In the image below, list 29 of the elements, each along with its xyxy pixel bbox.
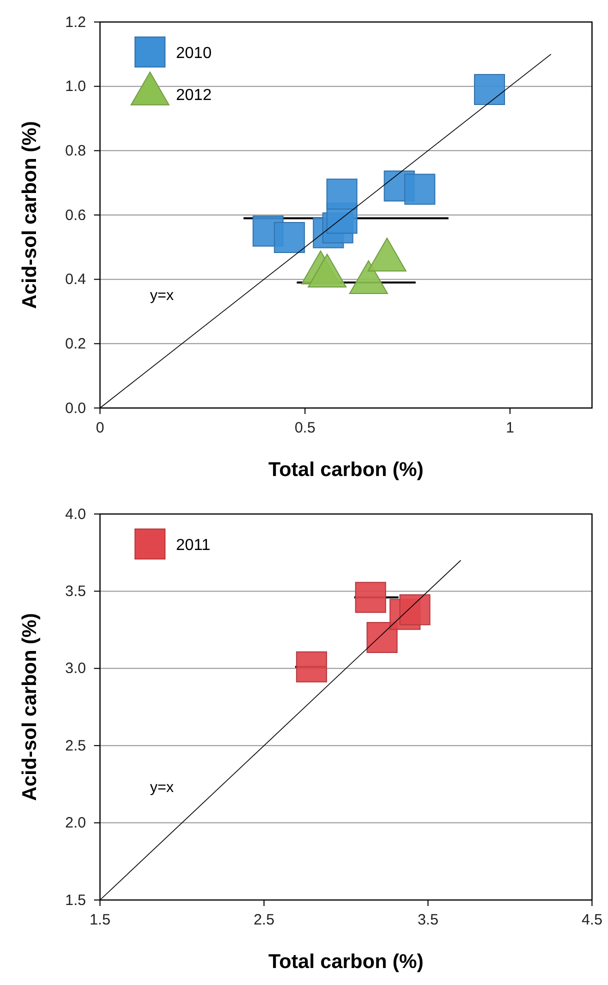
x-tick-label: 2.5 <box>254 912 274 929</box>
annotation: y=x <box>150 286 174 304</box>
y-axis-title: Acid-sol carbon (%) <box>19 613 41 801</box>
y-tick-label: 2.0 <box>65 814 86 832</box>
annotation: y=x <box>150 778 174 796</box>
y-axis-title: Acid-sol carbon (%) <box>19 121 41 309</box>
y-tick-label: 1.5 <box>65 892 86 909</box>
legend-label: 2010 <box>176 45 212 62</box>
y-tick-label: 0.2 <box>65 335 86 352</box>
y-tick-label: 2.5 <box>65 737 86 754</box>
y-tick-label: 3.0 <box>65 660 86 678</box>
legend-label: 2011 <box>176 537 211 554</box>
y-tick-label: 0.8 <box>65 142 86 160</box>
x-axis-title: Total carbon (%) <box>268 951 424 973</box>
x-tick-label: 3.5 <box>418 912 438 929</box>
x-tick-label: 0 <box>96 420 104 437</box>
y-tick-label: 0.4 <box>65 271 86 288</box>
y-tick-label: 3.5 <box>65 583 86 600</box>
legend-label: 2012 <box>176 87 212 104</box>
y-tick-label: 0.0 <box>65 400 86 417</box>
x-tick-label: 1 <box>506 420 514 437</box>
y-tick-label: 1.2 <box>65 14 86 31</box>
y-tick-label: 1.0 <box>65 78 86 96</box>
x-tick-label: 1.5 <box>90 912 110 929</box>
y-tick-label: 4.0 <box>65 506 86 523</box>
x-tick-label: 0.5 <box>294 420 316 437</box>
y-tick-label: 0.6 <box>65 206 86 224</box>
x-tick-label: 4.5 <box>582 912 602 929</box>
x-axis-title: Total carbon (%) <box>268 459 424 481</box>
